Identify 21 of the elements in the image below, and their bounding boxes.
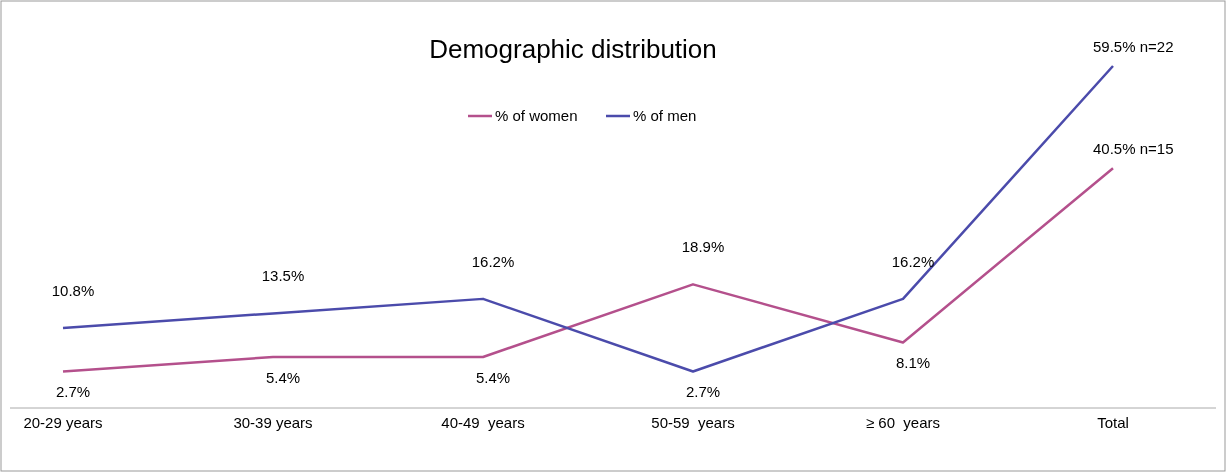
data-label: 18.9% (681, 238, 725, 256)
x-tick-label: 30-39 years (233, 414, 313, 431)
x-tick-label: 50-59 years (651, 414, 735, 431)
x-tick-label: ≥ 60 years (865, 414, 941, 431)
data-label: 13.5% (261, 267, 305, 285)
data-label: 2.7% (685, 383, 721, 401)
data-label: 40.5% n=15 (1093, 140, 1174, 158)
data-label: 8.1% (895, 354, 931, 372)
x-tick-label: 40-49 years (441, 414, 525, 431)
data-label: 10.8% (51, 281, 95, 299)
legend-label: % of men (633, 107, 697, 124)
chart-title: Demographic distribution (429, 34, 717, 64)
legend-label: % of women (495, 107, 578, 124)
data-label: 16.2% (891, 252, 935, 270)
data-label: 59.5% n=22 (1093, 38, 1174, 55)
data-label: 5.4% (475, 368, 511, 386)
x-tick-label: 20-29 years (23, 414, 103, 431)
data-label: 5.4% (265, 368, 301, 386)
data-label: 16.2% (471, 252, 515, 270)
data-label: 2.7% (55, 383, 91, 401)
x-tick-label: Total (1097, 414, 1129, 431)
